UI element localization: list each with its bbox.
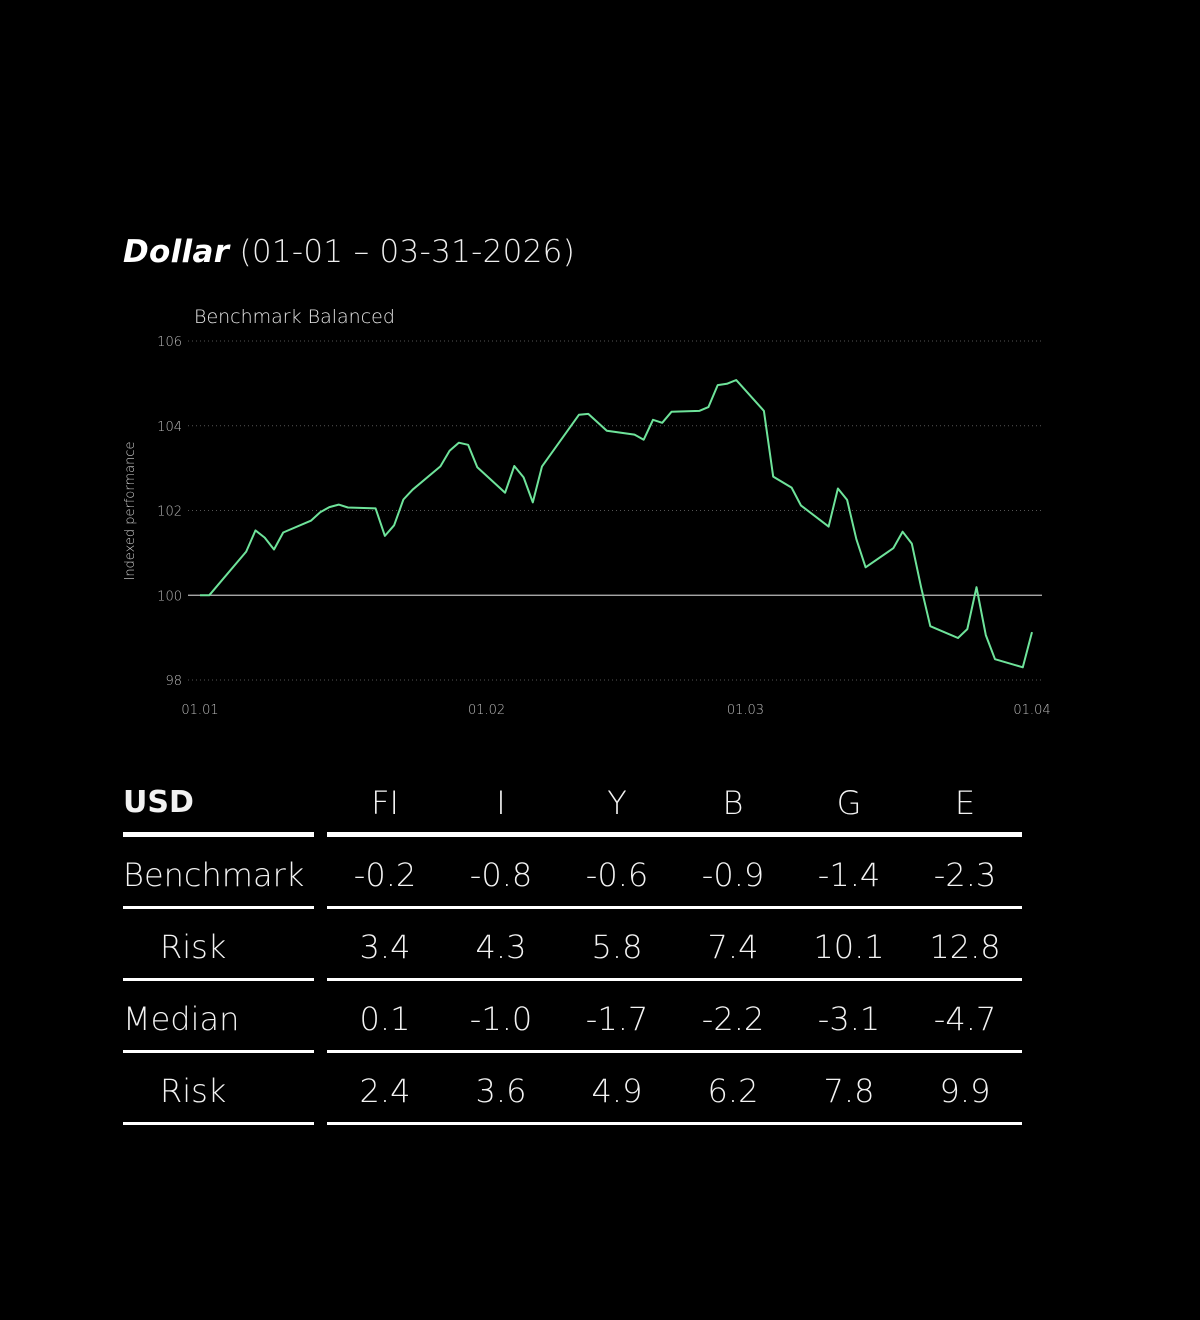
y-tick-label: 106 — [157, 335, 182, 350]
table-cell: -2.3 — [933, 856, 997, 894]
row-divider — [123, 906, 314, 909]
row-divider — [123, 1050, 314, 1053]
y-tick-label: 102 — [157, 505, 182, 520]
row-divider — [327, 1050, 1022, 1053]
x-tick-label: 01.01 — [181, 703, 218, 718]
title-currency: Dollar — [123, 234, 230, 270]
row-divider — [327, 1122, 1022, 1125]
table-cell: E — [954, 784, 976, 822]
table-cell: 10.1 — [813, 928, 885, 966]
table-cell: -0.2 — [353, 856, 417, 894]
row-divider — [327, 832, 1022, 837]
table-cell: 0.1 — [359, 1000, 411, 1038]
row-label: Risk — [160, 1072, 227, 1110]
table-cell: -1.4 — [817, 856, 881, 894]
row-divider — [327, 906, 1022, 909]
x-tick-label: 01.03 — [727, 703, 764, 718]
y-tick-label: 98 — [165, 674, 182, 689]
chart-title: Dollar (01-01 – 03-31-2026) — [123, 234, 575, 270]
table-cell: -0.9 — [701, 856, 765, 894]
row-divider — [123, 1122, 314, 1125]
table-cell: I — [496, 784, 506, 822]
table-cell: 6.2 — [707, 1072, 759, 1110]
row-label: Median — [123, 1000, 240, 1038]
table-cell: 7.8 — [823, 1072, 875, 1110]
table-cell: 5.8 — [591, 928, 643, 966]
table-cell: Y — [607, 784, 627, 822]
table-cell: 2.4 — [359, 1072, 411, 1110]
table-cell: G — [836, 784, 862, 822]
table-cell: -3.1 — [817, 1000, 881, 1038]
table-cell: -0.8 — [469, 856, 533, 894]
table-cell: -1.7 — [585, 1000, 649, 1038]
table-cell: 9.9 — [939, 1072, 991, 1110]
row-label: Risk — [160, 928, 227, 966]
table-cell: B — [722, 784, 744, 822]
table-header: USD FI I Y B G E — [0, 770, 1200, 842]
chart-subtitle: Benchmark Balanced — [194, 306, 395, 328]
x-tick-label: 01.04 — [1013, 703, 1050, 718]
table-cell: 7.4 — [707, 928, 759, 966]
x-tick-label: 01.02 — [468, 703, 505, 718]
table-cell: FI — [371, 784, 399, 822]
title-date-range: (01-01 – 03-31-2026) — [239, 234, 576, 270]
table-cell: 4.3 — [475, 928, 527, 966]
table-cell: 3.6 — [475, 1072, 527, 1110]
table-cell: 12.8 — [929, 928, 1001, 966]
table-row: Median 0.1 -1.0 -1.7 -2.2 -3.1 -4.7 — [0, 986, 1200, 1058]
line-chart: Benchmark Balanced Indexed performance 9… — [123, 306, 1051, 718]
row-divider — [327, 978, 1022, 981]
row-label: USD — [123, 785, 194, 820]
table-cell: -4.7 — [933, 1000, 997, 1038]
table-cell: -2.2 — [701, 1000, 765, 1038]
table-row: Benchmark -0.2 -0.8 -0.6 -0.9 -1.4 -2.3 — [0, 842, 1200, 914]
row-divider — [123, 978, 314, 981]
table-cell: -0.6 — [585, 856, 649, 894]
table-cell: 4.9 — [591, 1072, 643, 1110]
table-cell: -1.0 — [469, 1000, 533, 1038]
row-label: Benchmark — [123, 856, 305, 894]
table-row: Risk 2.4 3.6 4.9 6.2 7.8 9.9 — [0, 1058, 1200, 1130]
y-tick-label: 104 — [157, 420, 182, 435]
y-axis-label: Indexed performance — [123, 441, 138, 580]
y-tick-label: 100 — [157, 589, 182, 604]
series-line — [200, 379, 1033, 669]
table-row: Risk 3.4 4.3 5.8 7.4 10.1 12.8 — [0, 914, 1200, 986]
table-cell: 3.4 — [359, 928, 411, 966]
row-divider — [123, 832, 314, 837]
